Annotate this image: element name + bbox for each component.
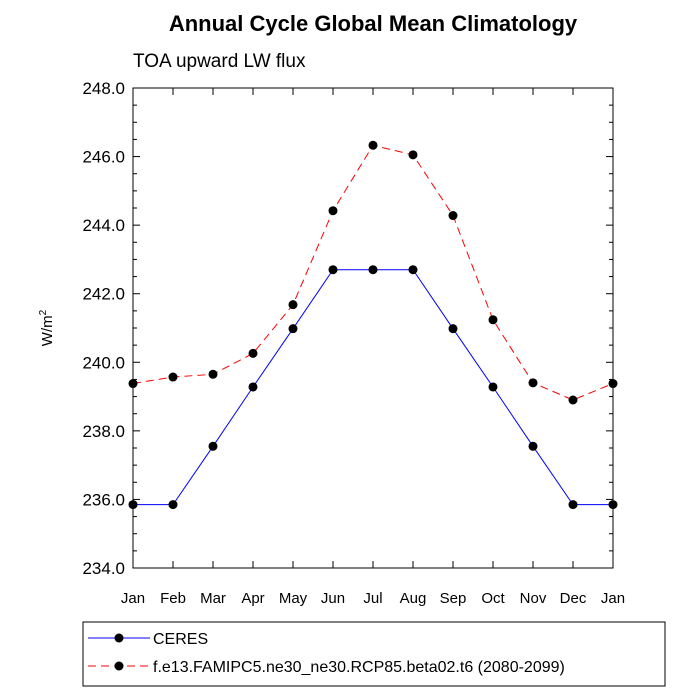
data-point [368, 265, 378, 275]
x-tick-label: Mar [200, 590, 226, 607]
data-point [608, 379, 618, 389]
plot-frame [132, 87, 614, 569]
x-tick-label: Feb [160, 590, 186, 607]
data-point [128, 500, 138, 510]
data-point [448, 211, 458, 221]
data-point [328, 265, 338, 275]
data-point [448, 324, 458, 334]
data-point [568, 395, 578, 405]
y-axis-label-text: W/m [39, 315, 56, 346]
x-tick-label: Nov [520, 590, 547, 607]
y-axis-label-superscript: 2 [38, 309, 49, 315]
x-tick-label: Jun [321, 590, 345, 607]
data-point [208, 369, 218, 379]
x-tick-label: Apr [241, 590, 264, 607]
y-tick-label: 238.0 [82, 422, 125, 441]
data-point [488, 382, 498, 392]
data-point [168, 372, 178, 382]
data-point [208, 441, 218, 451]
data-point [248, 382, 258, 392]
y-axis-label: W/m2 [38, 309, 56, 346]
x-axis: Jan Feb Mar Apr May Jun Jul Aug Sep Oct Nov Dec Jan [121, 88, 625, 607]
y-tick-label: 236.0 [82, 490, 125, 509]
data-point [488, 315, 498, 325]
data-point [128, 379, 138, 389]
data-point [368, 140, 378, 150]
x-tick-label: May [279, 590, 308, 607]
data-point [288, 300, 298, 310]
y-tick-label: 240.0 [82, 353, 125, 372]
y-axis: 234.0 236.0 238.0 240.0 242.0 244.0 246.0 248.0 [82, 79, 613, 578]
data-point [608, 500, 618, 510]
data-point [288, 324, 298, 334]
legend-label-ceres: CERES [153, 631, 208, 648]
data-point [328, 206, 338, 216]
legend: CERES f.e13.FAMIPC5.ne30_ne30.RCP85.beta… [82, 621, 666, 687]
x-tick-label: Dec [560, 590, 587, 607]
legend-marker-model [114, 661, 124, 671]
y-tick-label: 248.0 [82, 79, 125, 98]
x-tick-label: Sep [440, 590, 467, 607]
y-tick-label: 244.0 [82, 216, 125, 235]
x-tick-label: Aug [400, 590, 427, 607]
series-group [128, 140, 618, 510]
y-tick-label: 246.0 [82, 148, 125, 167]
data-point [568, 500, 578, 510]
legend-marker-ceres [114, 633, 124, 643]
x-tick-label: Jan [601, 590, 625, 607]
data-point [248, 348, 258, 358]
data-point [408, 265, 418, 275]
y-tick-label: 234.0 [82, 559, 125, 578]
chart-subtitle: TOA upward LW flux [133, 51, 306, 72]
series-line-0 [133, 269, 613, 506]
data-point [408, 150, 418, 160]
x-tick-label: Jul [363, 590, 382, 607]
x-tick-label: Jan [121, 590, 145, 607]
legend-box [82, 621, 666, 687]
legend-label-model: f.e13.FAMIPC5.ne30_ne30.RCP85.beta02.t6 … [153, 659, 565, 676]
data-point [528, 378, 538, 388]
plot-axes [132, 87, 614, 569]
x-tick-label: Oct [481, 590, 505, 607]
data-point [168, 500, 178, 510]
data-point [528, 441, 538, 451]
chart-title: Annual Cycle Global Mean Climatology [169, 11, 578, 36]
y-tick-label: 242.0 [82, 285, 125, 304]
